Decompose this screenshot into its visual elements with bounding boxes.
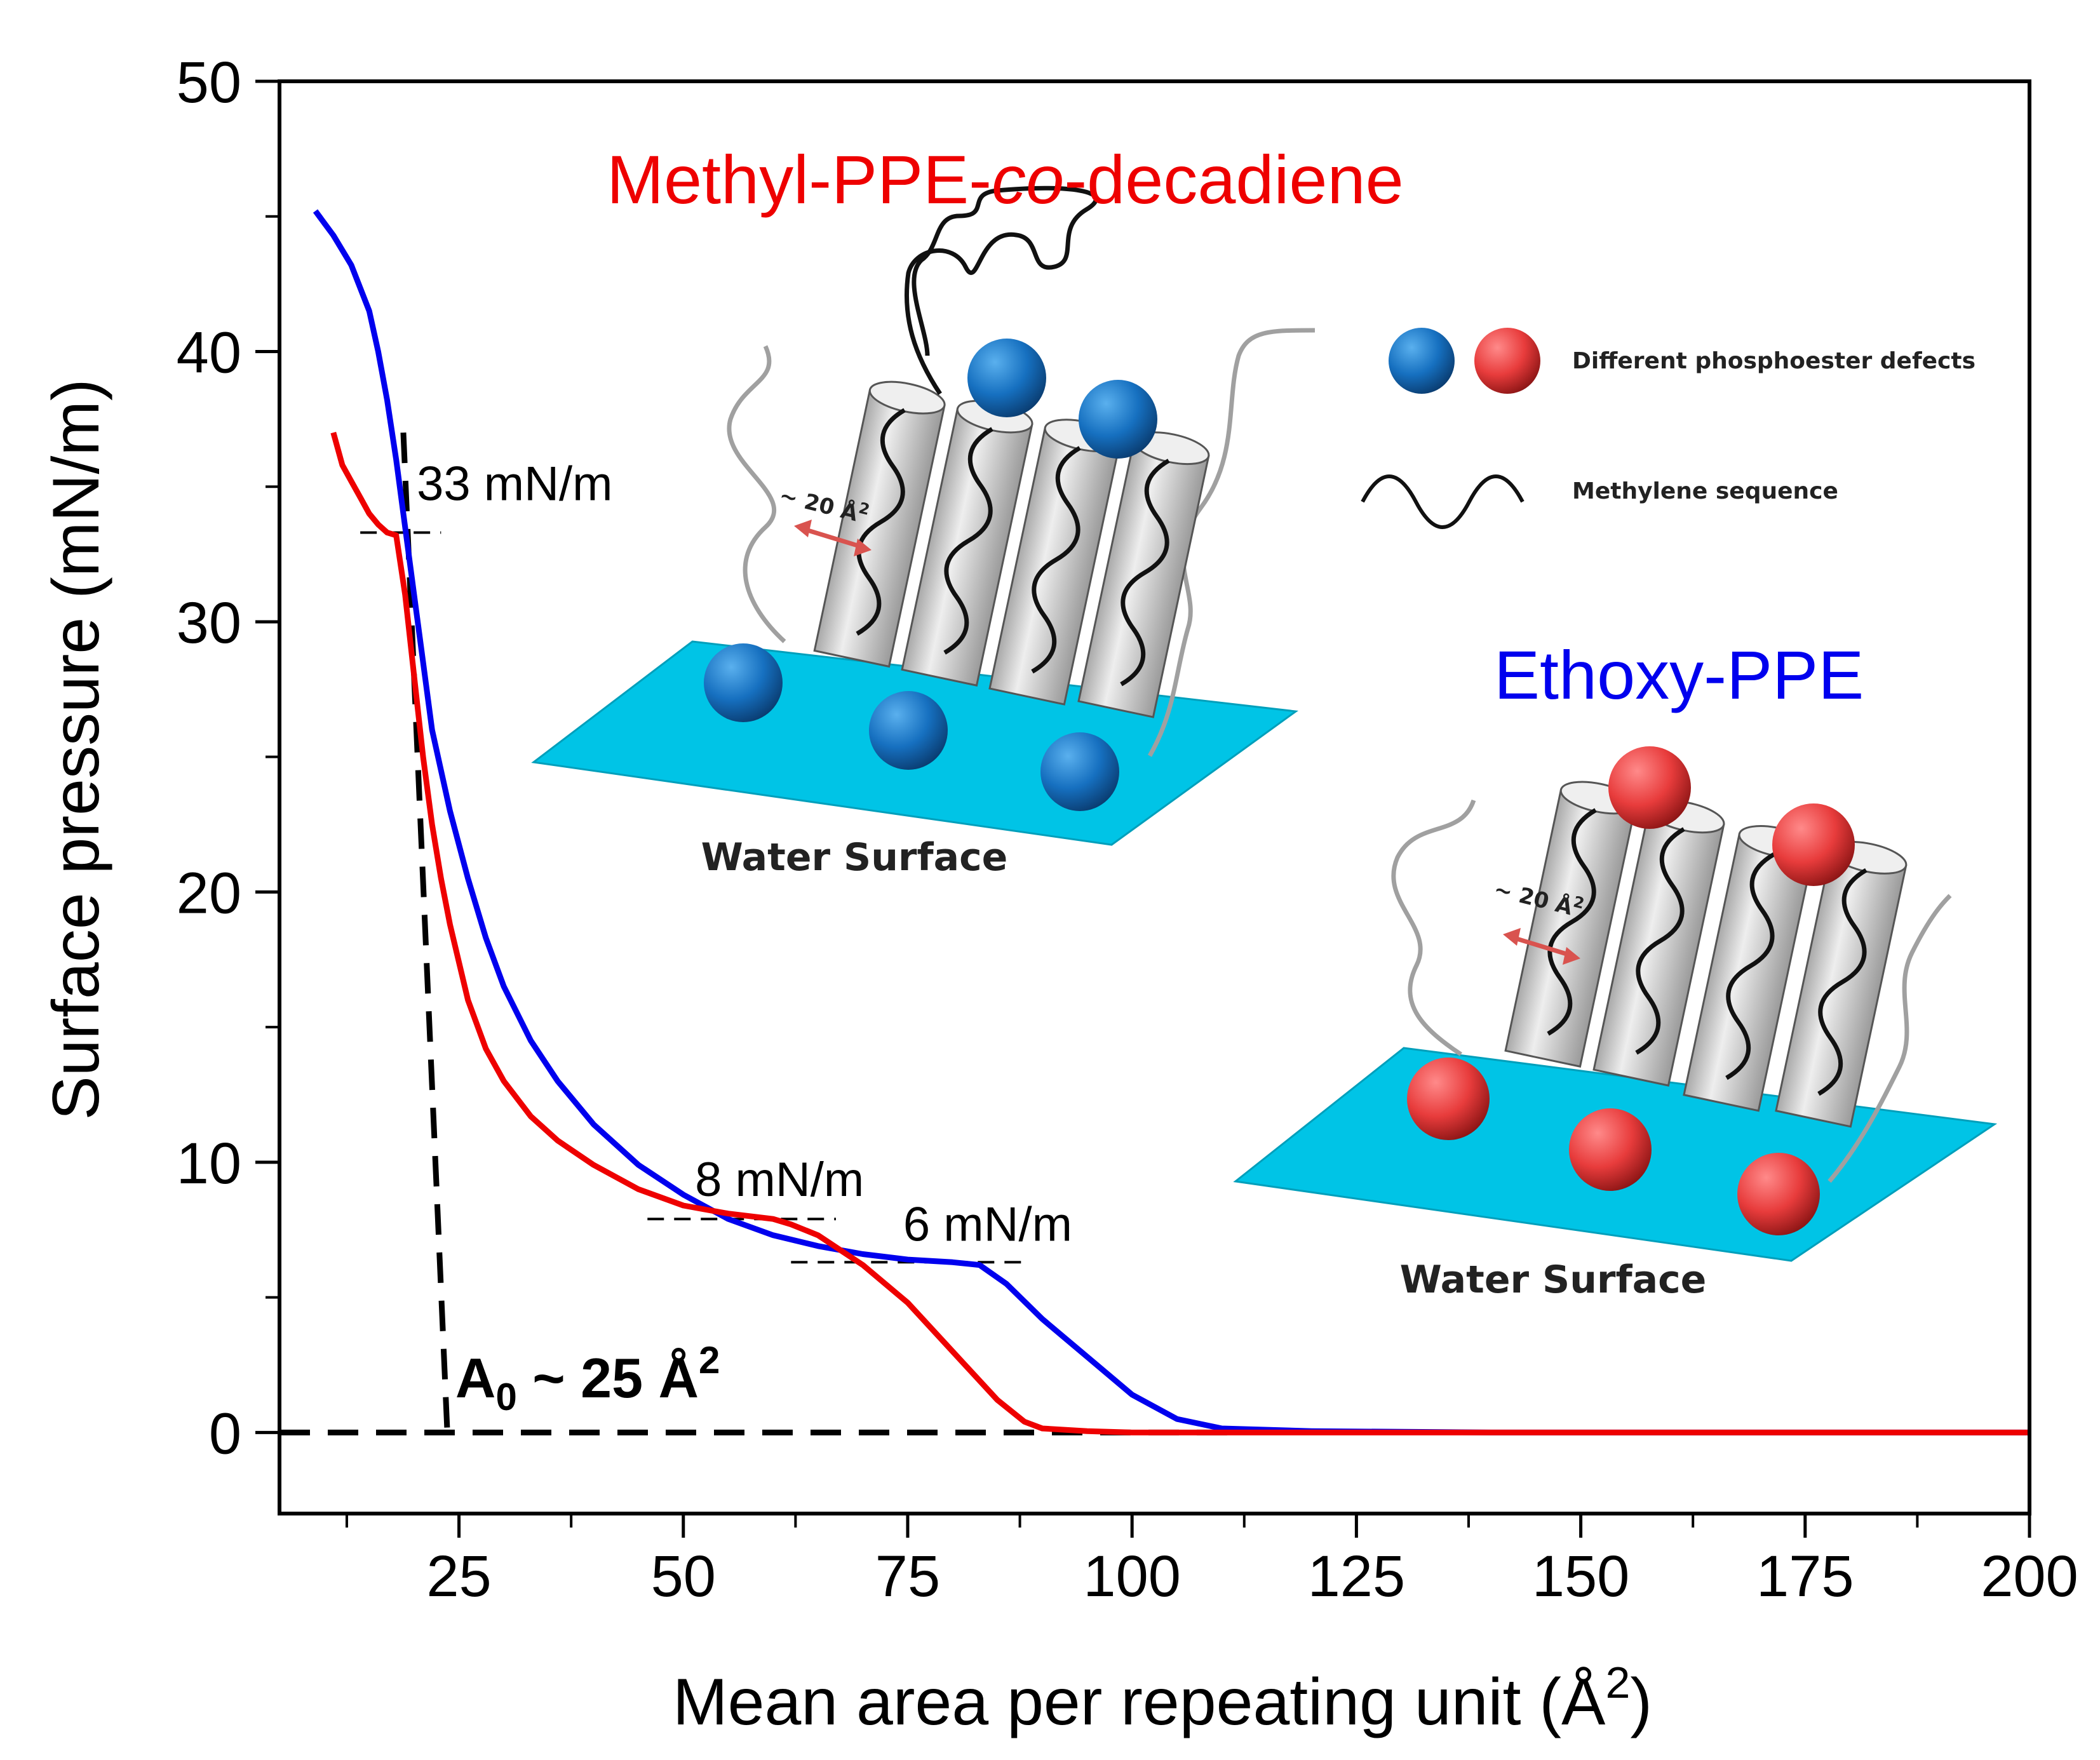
spacing-arrowhead — [854, 539, 872, 556]
phosphoester-ball-blue — [1079, 380, 1157, 459]
y-tick-label: 40 — [177, 320, 241, 385]
grey-tail-right — [1147, 328, 1316, 757]
legend-methylene-wave-icon — [1361, 474, 1525, 529]
phosphoester-ball-red — [1772, 803, 1855, 886]
x-axis-title-sup: 2 — [1605, 1658, 1630, 1707]
y-tick-label: 50 — [177, 50, 241, 115]
spacing-arrowhead — [794, 520, 812, 537]
legend-defects-label: Different phosphoester defects — [1572, 348, 1975, 374]
a0-sub: 0 — [495, 1376, 516, 1418]
inset-left-illustration: ~ 20 Å2 Water Surface — [531, 185, 1316, 880]
annotation-8-mn-m: 8 mN/m — [695, 1153, 864, 1207]
phosphoester-ball-red — [1608, 746, 1691, 829]
y-tick-label: 30 — [177, 591, 241, 655]
spacing-sup: 2 — [1572, 893, 1586, 913]
y-tick-label: 20 — [177, 861, 241, 925]
x-tick-label: 50 — [651, 1544, 716, 1609]
methylene-wave — [1547, 808, 1597, 1036]
annotation-a0: A0 ~ 25 Å2 — [455, 1339, 720, 1418]
spacing-arrowhead — [1503, 928, 1521, 946]
x-axis-title-main: Mean area per repeating unit (Å — [673, 1665, 1606, 1739]
series-title-methyl-suffix: -decadiene — [1064, 141, 1403, 218]
x-tick-label: 125 — [1308, 1544, 1406, 1609]
series-title-methyl-italic: co — [992, 141, 1064, 218]
phosphoester-ball-red — [1407, 1058, 1490, 1140]
plot-frame — [278, 79, 2031, 1515]
legend: Different phosphoester defects Methylene… — [1361, 328, 1975, 529]
legend-methylene-label: Methylene sequence — [1572, 478, 1838, 504]
y-tick-label: 0 — [209, 1401, 241, 1466]
series-title-ethoxy: Ethoxy-PPE — [1494, 636, 1864, 713]
spacing-arrow — [800, 526, 865, 550]
spacing-arrowhead — [1563, 947, 1580, 965]
series-title-methyl-prefix: Methyl-PPE- — [607, 141, 992, 218]
a0-sup: 2 — [699, 1339, 720, 1381]
x-tick-label: 25 — [426, 1544, 491, 1609]
methylene-wave — [1635, 827, 1685, 1055]
a0-main: A — [455, 1347, 496, 1409]
phosphoester-ball-blue — [869, 691, 948, 770]
x-tick-label: 175 — [1756, 1544, 1854, 1609]
grey-tail-left — [727, 345, 786, 643]
phosphoester-ball-blue — [967, 339, 1046, 417]
methylene-wave — [943, 427, 993, 655]
y-tick-label: 10 — [177, 1131, 241, 1196]
series-line-methyl-ppe — [330, 431, 2029, 1435]
spacing-sup: 2 — [857, 499, 872, 519]
methylene-wave — [856, 408, 906, 636]
phosphoester-ball-red — [1569, 1108, 1652, 1191]
methylene-wave — [1817, 868, 1868, 1096]
phosphoester-ball-blue — [704, 643, 783, 722]
annotation-33-mn-m: 33 mN/m — [417, 457, 612, 511]
tangent-line — [400, 432, 450, 1433]
x-tick-label: 75 — [875, 1544, 940, 1609]
series-line-ethoxy-ppe — [313, 209, 2029, 1435]
inset-right-illustration: ~ 20 Å2 Water Surface — [1233, 746, 1998, 1302]
methylene-wave — [1120, 459, 1170, 687]
water-surface-label-left: Water Surface — [701, 835, 1008, 880]
x-axis-title: Mean area per repeating unit (Å2) — [673, 1658, 1652, 1739]
methylene-loop — [905, 185, 1098, 395]
legend-red-ball-icon — [1474, 328, 1540, 394]
annotation-6-mn-m: 6 mN/m — [903, 1197, 1072, 1251]
legend-blue-ball-icon — [1389, 328, 1455, 394]
x-tick-label: 200 — [1981, 1544, 2078, 1609]
x-axis-title-end: ) — [1630, 1665, 1652, 1739]
methylene-wave — [1725, 852, 1775, 1080]
grey-tail-right — [1827, 894, 1952, 1183]
methylene-wave — [1031, 446, 1081, 674]
x-tick-label: 150 — [1532, 1544, 1630, 1609]
phosphoester-ball-blue — [1040, 732, 1119, 811]
spacing-arrow — [1509, 934, 1574, 958]
water-surface-label-right: Water Surface — [1400, 1258, 1707, 1302]
a0-mid: ~ 25 Å — [517, 1347, 699, 1409]
grey-tail-left — [1391, 799, 1476, 1056]
x-tick-label: 100 — [1083, 1544, 1181, 1609]
y-axis-title: Surface pressure (mN/m) — [39, 379, 113, 1120]
axis-ticks-layer — [255, 79, 2031, 1538]
series-title-methyl: Methyl-PPE-co-decadiene — [607, 141, 1404, 218]
phosphoester-ball-red — [1737, 1153, 1820, 1235]
